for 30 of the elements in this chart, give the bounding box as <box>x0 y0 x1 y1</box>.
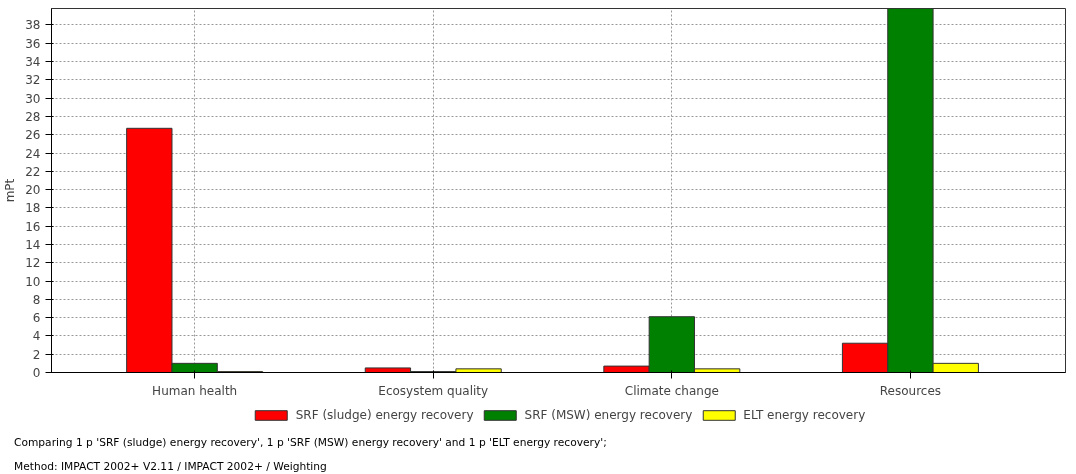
y-tick-label: 20 <box>25 183 41 198</box>
legend-label: ELT energy recovery <box>743 408 866 422</box>
y-tick-label: 18 <box>25 201 41 216</box>
y-tick-label: 28 <box>25 109 41 124</box>
x-tick-label: Ecosystem quality <box>378 383 489 398</box>
text: Comparing 1 p 'SRF (sludge) energy recovery', 1 p 'SRF (MSW) energy recovery' and 1 p 'ELT energy recovery'; <box>14 435 607 451</box>
y-tick-label: 34 <box>25 55 41 70</box>
y-tick-label: 0 <box>32 366 41 380</box>
y-tick-label: 38 <box>25 18 41 33</box>
y-tick-label: 24 <box>25 146 41 161</box>
y-tick-label: 16 <box>25 219 41 234</box>
y-tick-label: 32 <box>25 73 41 88</box>
y-axis-title: mPt <box>3 178 18 203</box>
x-tick-label: Climate change <box>624 383 719 398</box>
x-tick-label: Resources <box>879 383 942 398</box>
y-tick-label: 2 <box>32 347 41 362</box>
y-tick-label: 6 <box>32 311 41 326</box>
y-tick-label: 14 <box>25 237 41 252</box>
legend-label: SRF (sludge) energy recovery <box>295 408 474 422</box>
y-tick-label: 36 <box>25 36 41 51</box>
y-tick-label: 30 <box>25 91 41 106</box>
y-tick-label: 12 <box>25 256 41 271</box>
text: Method: IMPACT 2002+ V2.11 / IMPACT 2002+ / Weighting <box>14 459 327 474</box>
legend-label: SRF (MSW) energy recovery <box>524 408 693 422</box>
y-tick-label: 22 <box>25 164 41 179</box>
y-tick-label: 4 <box>32 329 41 344</box>
y-tick-label: 26 <box>25 128 41 143</box>
x-tick-label: Human health <box>152 383 238 398</box>
y-tick-label: 10 <box>25 274 41 289</box>
y-tick-label: 8 <box>32 292 41 307</box>
